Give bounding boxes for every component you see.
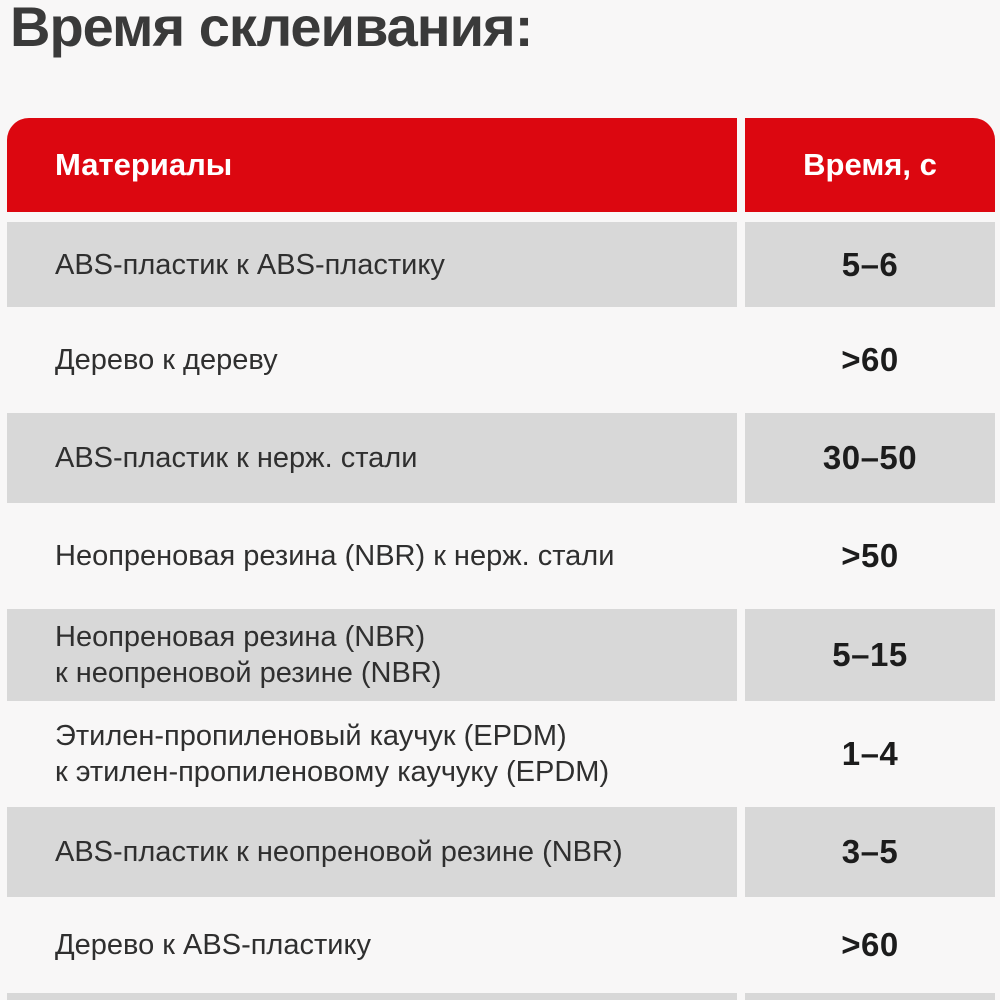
header-cell-materials: Материалы [7, 118, 737, 212]
material-cell: Неопреновая резина (NBR) к нерж. стали [7, 503, 737, 609]
table-header-row: Материалы Время, с [7, 118, 995, 212]
time-cell: >60 [745, 307, 995, 413]
table-row: Этилен-пропиленовый каучук (EPDM) к этил… [7, 701, 995, 807]
material-cell: Этилен-пропиленовый каучук (EPDM) к этил… [7, 701, 737, 807]
material-label: ABS-пластик к нерж. стали [55, 442, 418, 474]
time-cell: >60 [745, 897, 995, 993]
time-cell: 1–4 [745, 701, 995, 807]
table-row: ABS-пластик к ABS-пластику 5–6 [7, 222, 995, 307]
time-value: 30–50 [822, 439, 918, 476]
table-row: Дерево к дереву >60 [7, 307, 995, 413]
table-row: Неопреновая резина (NBR) к нерж. стали >… [7, 503, 995, 609]
time-cell: 30–50 [745, 413, 995, 503]
time-value: 3–5 [841, 833, 899, 870]
time-cell: 3–5 [745, 807, 995, 897]
table-row: ABS-пластик к неопреновой резине (NBR) 3… [7, 807, 995, 897]
material-label: Неопреновая резина (NBR) к нерж. стали [55, 540, 615, 572]
time-value: 5–6 [841, 245, 899, 283]
material-label: Неопреновая резина (NBR) к неопреновой р… [55, 621, 442, 689]
time-value: >60 [841, 341, 899, 378]
time-value: 5–15 [832, 636, 908, 673]
material-cell: Дерево к ABS-пластику [7, 897, 737, 993]
page-title: Время склеивания: [10, 0, 533, 58]
material-label: ABS-пластик к ABS-пластику [55, 248, 445, 281]
header-cell-time: Время, с [745, 118, 995, 212]
material-cell: ABS-пластик к ABS-пластику [7, 222, 737, 307]
time-value: >60 [841, 926, 899, 963]
header-label-time: Время, с [803, 147, 937, 182]
glue-time-table: Материалы Время, с ABS-пластик к ABS-пла… [7, 118, 995, 1000]
table-row-cutoff [7, 993, 995, 1000]
table-row: Дерево к ABS-пластику >60 [7, 897, 995, 993]
material-cell: Дерево к дереву [7, 307, 737, 413]
material-cell [7, 993, 737, 1000]
time-value: >50 [841, 537, 899, 574]
table-row: Неопреновая резина (NBR) к неопреновой р… [7, 609, 995, 701]
material-label: Этилен-пропиленовый каучук (EPDM) к этил… [55, 720, 610, 788]
material-label: Дерево к ABS-пластику [55, 929, 371, 961]
material-label: Дерево к дереву [55, 344, 278, 376]
material-cell: ABS-пластик к неопреновой резине (NBR) [7, 807, 737, 897]
time-cell: 5–15 [745, 609, 995, 701]
time-value: 1–4 [841, 735, 899, 772]
material-label: ABS-пластик к неопреновой резине (NBR) [55, 836, 623, 868]
time-cell: 5–6 [745, 222, 995, 307]
material-cell: Неопреновая резина (NBR) к неопреновой р… [7, 609, 737, 701]
time-cell: >50 [745, 503, 995, 609]
time-cell [745, 993, 995, 1000]
table-row: ABS-пластик к нерж. стали 30–50 [7, 413, 995, 503]
header-label-materials: Материалы [55, 147, 233, 182]
material-cell: ABS-пластик к нерж. стали [7, 413, 737, 503]
